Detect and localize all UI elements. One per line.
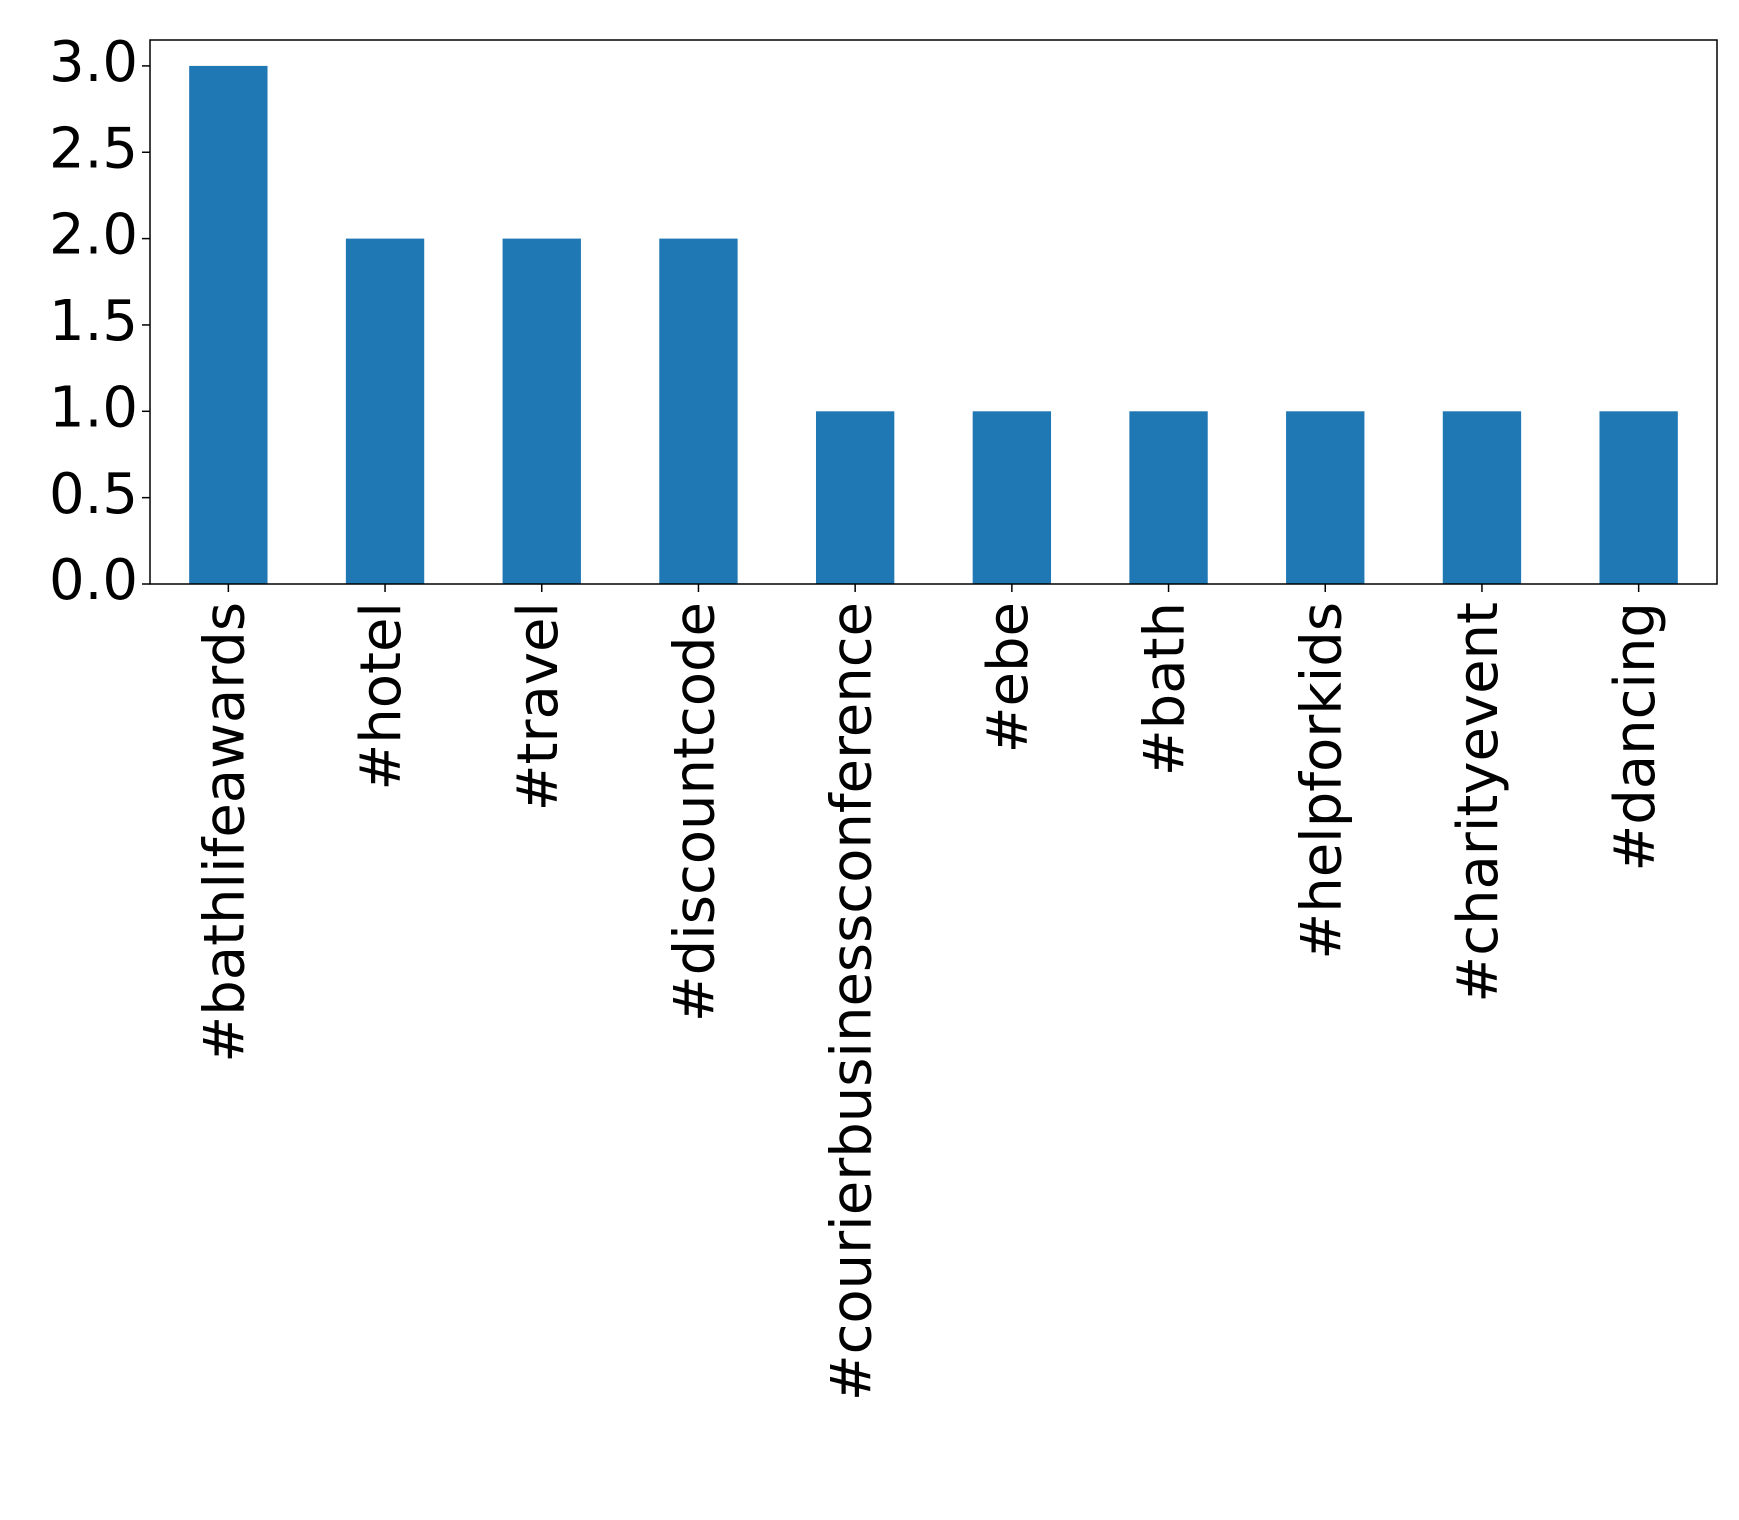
x-tick-label: #travel [506, 602, 571, 811]
y-tick-label: 1.0 [49, 375, 138, 440]
y-tick-label: 3.0 [49, 30, 138, 95]
bar [1129, 411, 1208, 584]
x-tick-label: #discountcode [663, 602, 728, 1022]
x-tick-label: #helpforkids [1289, 602, 1354, 960]
y-tick-label: 1.5 [49, 289, 138, 354]
x-tick-label: #bath [1133, 602, 1198, 776]
x-tick-label: #charityevent [1446, 602, 1511, 1003]
bar [1442, 411, 1522, 584]
x-tick-label: #ebe [976, 602, 1041, 753]
x-tick-label: #bathlifeawards [192, 602, 257, 1063]
y-tick-label: 0.0 [49, 548, 138, 613]
x-tick-label: #hotel [349, 602, 414, 791]
x-tick-label: #dancing [1603, 602, 1668, 872]
bar [815, 411, 895, 584]
bar [972, 411, 1052, 584]
bar [659, 238, 738, 584]
bar [1286, 411, 1365, 584]
bar [1599, 411, 1678, 584]
y-tick-label: 0.5 [49, 462, 138, 527]
plot-frame [149, 39, 1718, 585]
y-tick-label: 2.0 [49, 203, 138, 268]
y-tick-label: 2.5 [49, 116, 138, 181]
bar [345, 238, 425, 584]
x-tick-label: #courierbusinessconference [819, 602, 884, 1401]
bar [189, 65, 268, 584]
bar [502, 238, 581, 584]
